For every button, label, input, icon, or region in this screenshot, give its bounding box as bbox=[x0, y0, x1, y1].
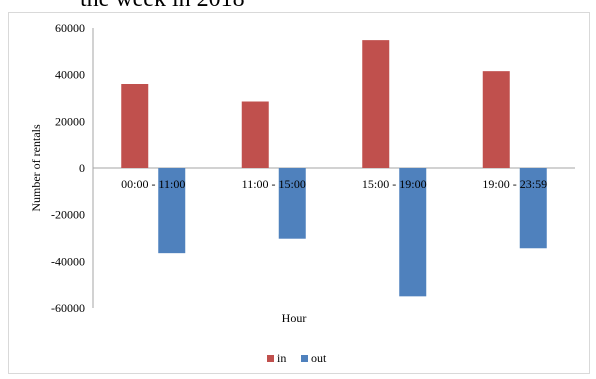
legend-swatch-in bbox=[267, 355, 274, 362]
legend-label-out: out bbox=[311, 351, 327, 365]
chart-frame bbox=[8, 12, 590, 374]
category-labels: 00:00 - 11:00 11:00 - 15:00 15:00 - 19:00 1… bbox=[121, 177, 547, 191]
bar-out bbox=[158, 168, 186, 254]
bar-in bbox=[482, 71, 510, 168]
legend: in out bbox=[267, 351, 327, 365]
legend-label-in: in bbox=[277, 351, 286, 365]
chart-title-fragment: the week in 2018 bbox=[80, 0, 245, 13]
y-tick-label: 60000 bbox=[55, 21, 85, 35]
category-label: 19:00 - 23:59 bbox=[482, 177, 547, 191]
legend-swatch-out bbox=[301, 355, 308, 362]
y-tick-label: 20000 bbox=[55, 114, 85, 128]
y-tick-label: 40000 bbox=[55, 68, 85, 82]
bar-out bbox=[399, 168, 427, 297]
x-axis-label: Hour bbox=[282, 311, 307, 325]
bars bbox=[121, 40, 547, 297]
bar-out bbox=[519, 168, 547, 249]
category-label: 00:00 - 11:00 bbox=[121, 177, 185, 191]
y-axis-label: Number of rentals bbox=[29, 124, 43, 212]
y-tick-label: -60000 bbox=[51, 301, 85, 315]
category-label: 11:00 - 15:00 bbox=[242, 177, 306, 191]
bar-in bbox=[362, 40, 390, 169]
bar-in bbox=[241, 101, 269, 168]
y-tick-labels: 60000 40000 20000 0 -20000 -40000 -60000 bbox=[51, 21, 85, 315]
y-tick-label: -20000 bbox=[51, 208, 85, 222]
y-tick-label: -40000 bbox=[51, 254, 85, 268]
bar-out bbox=[278, 168, 306, 239]
category-label: 15:00 - 19:00 bbox=[362, 177, 427, 191]
bar-in bbox=[121, 84, 149, 168]
y-tick-label: 0 bbox=[79, 161, 85, 175]
